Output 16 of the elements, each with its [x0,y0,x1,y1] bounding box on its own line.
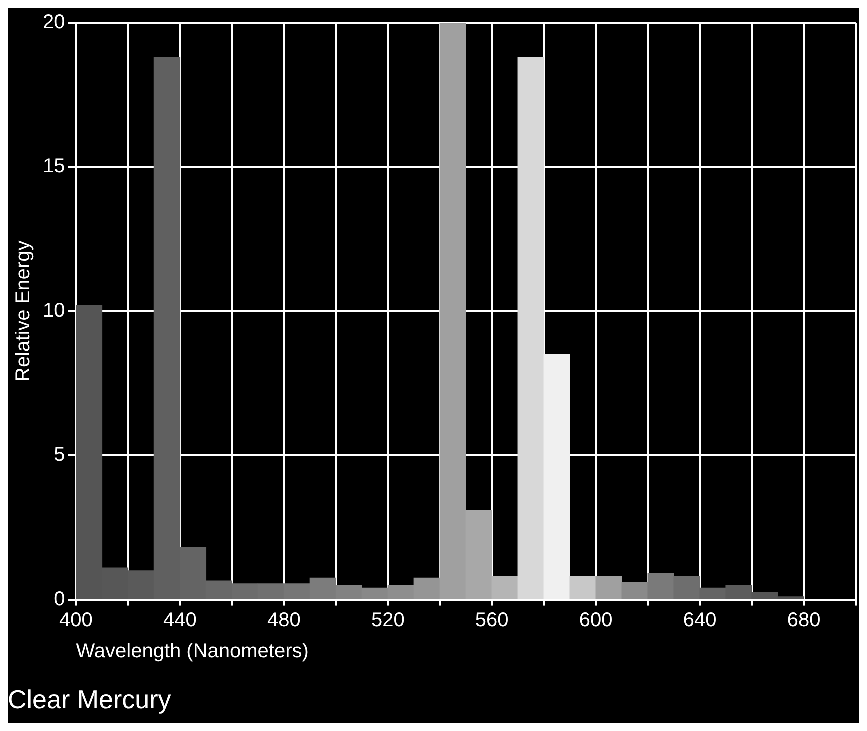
y-axis-title: Relative Energy [12,240,35,382]
y-tick-label: 15 [42,156,66,178]
x-tick-label: 400 [60,609,93,632]
x-tick-label: 560 [475,609,509,632]
x-tick-label: 480 [267,609,301,632]
y-tick-label: 5 [54,444,66,466]
x-tick-label: 440 [164,609,197,632]
text: Clear Mercury [8,684,172,715]
x-tick-label: 600 [579,609,613,632]
x-tick-label: 680 [787,609,821,632]
y-tick-label: 0 [54,588,66,610]
y-tick-label: 20 [42,12,66,34]
y-tick-label: 10 [42,300,66,322]
x-tick-label: 520 [371,609,405,632]
x-axis-title: Wavelength (Nanometers) [76,640,309,662]
x-tick-label: 640 [683,609,717,632]
